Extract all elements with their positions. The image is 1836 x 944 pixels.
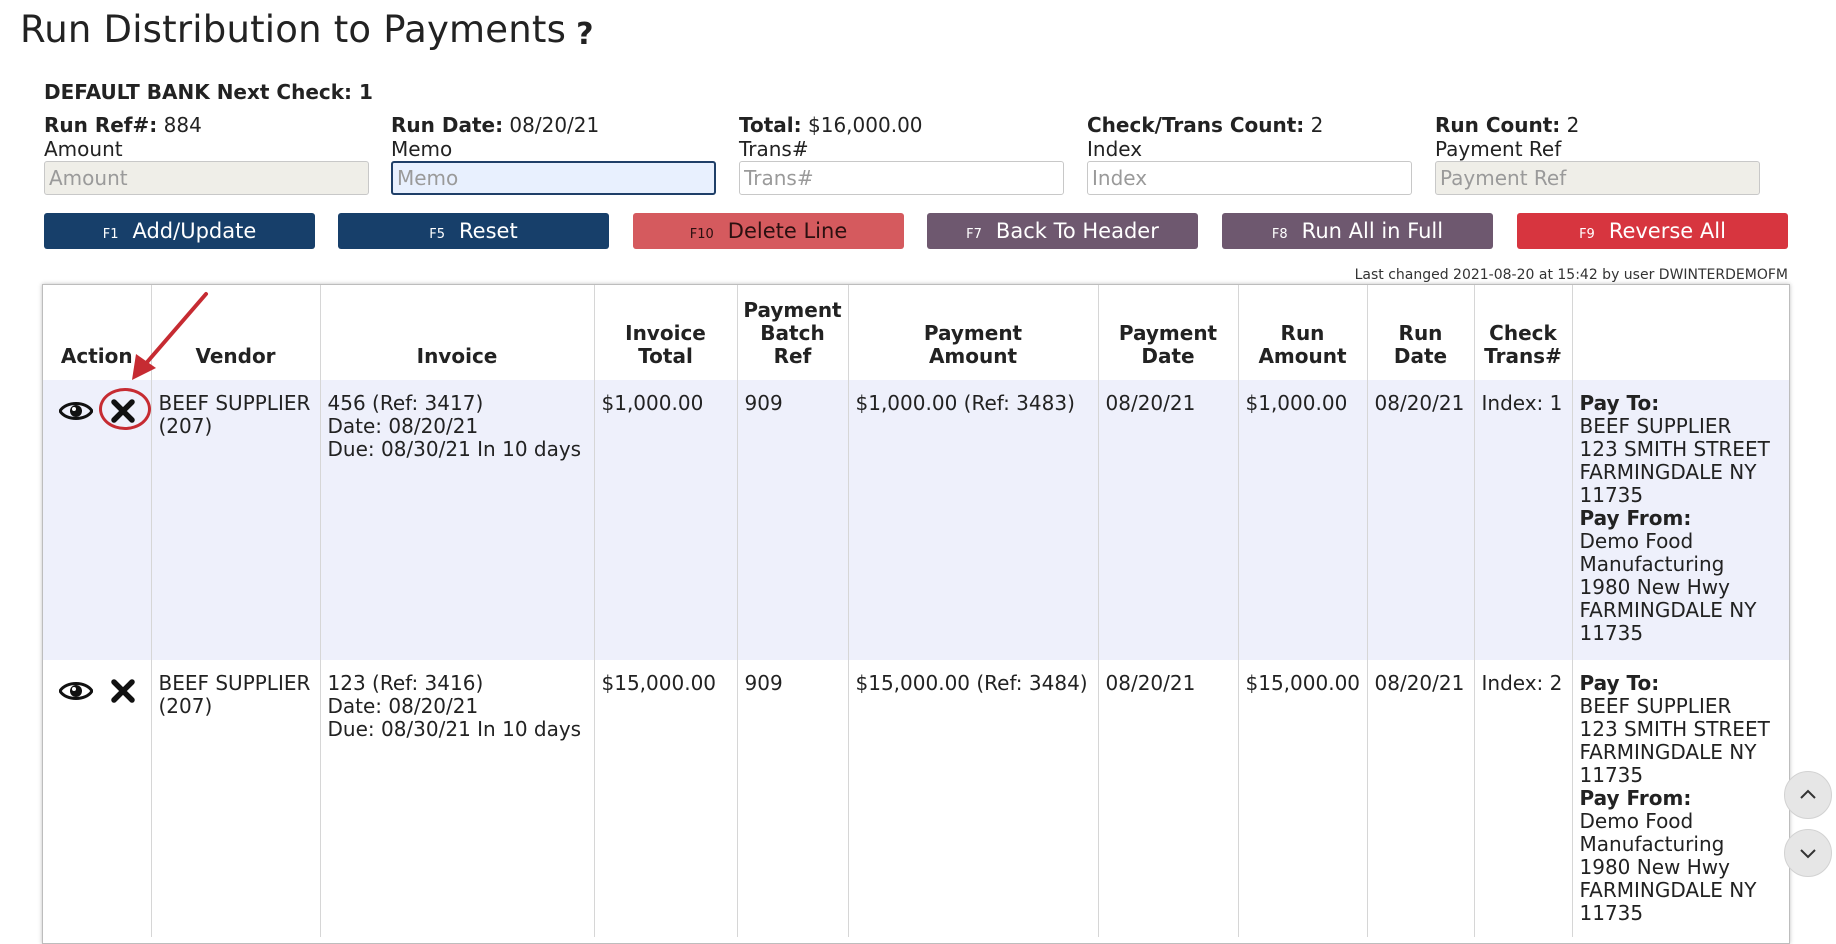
x-icon[interactable] — [99, 672, 137, 710]
run-info: Run Ref#: 884 Amount Run Date: 08/20/21 … — [0, 113, 1836, 203]
info-label: Check/Trans Count: — [1087, 113, 1305, 137]
col-header-invoice[interactable]: Invoice — [320, 285, 595, 380]
button-label: Add/Update — [132, 219, 257, 243]
reverse-all-button[interactable]: F9 Reverse All — [1517, 213, 1788, 249]
action-cell — [43, 660, 152, 937]
hotkey-label: F10 — [689, 226, 714, 242]
hotkey-label: F1 — [102, 226, 119, 242]
address-cell: Pay To: BEEF SUPPLIER 123 SMITH STREET F… — [1572, 380, 1789, 660]
distribution-table: Action Vendor Invoice Invoice Total Payme… — [43, 285, 1789, 937]
payment-batch-ref-cell: 909 — [737, 380, 849, 660]
button-label: Back To Header — [995, 219, 1159, 243]
run-all-in-full-button[interactable]: F8 Run All in Full — [1222, 213, 1493, 249]
eye-icon[interactable] — [58, 392, 94, 429]
distribution-grid: Action Vendor Invoice Invoice Total Payme… — [42, 284, 1790, 944]
col-header-run-date[interactable]: Run Date — [1367, 285, 1475, 380]
hotkey-label: F9 — [1579, 226, 1595, 242]
check-trans-cell: Index: 2 — [1474, 660, 1573, 937]
info-total: Total: $16,000.00 Trans# — [739, 113, 1064, 195]
col-header-run-amount[interactable]: Run Amount — [1238, 285, 1368, 380]
info-value: 2 — [1566, 113, 1580, 137]
info-value: 884 — [163, 113, 202, 137]
info-label: Run Count: — [1435, 113, 1561, 137]
vendor-cell: BEEF SUPPLIER (207) — [151, 660, 321, 937]
invoice-cell: 456 (Ref: 3417) Date: 08/20/21 Due: 08/30/… — [320, 380, 595, 660]
memo-label: Memo — [391, 137, 453, 161]
col-header-payment-batch-ref[interactable]: Payment Batch Ref — [737, 285, 849, 380]
col-header-payment-date[interactable]: Payment Date — [1098, 285, 1239, 380]
table-row: BEEF SUPPLIER (207) 123 (Ref: 3416) Date: … — [43, 660, 1789, 937]
col-header-payment-amount[interactable]: Payment Amount — [848, 285, 1099, 380]
vendor-cell: BEEF SUPPLIER (207) — [151, 380, 321, 660]
info-run-date: Run Date: 08/20/21 Memo — [391, 113, 716, 195]
info-label: Total: — [739, 113, 802, 137]
info-value: $16,000.00 — [808, 113, 923, 137]
add-update-button[interactable]: F1 Add/Update — [44, 213, 315, 249]
col-header-invoice-total[interactable]: Invoice Total — [594, 285, 738, 380]
highlight-circle — [99, 388, 152, 430]
hotkey-label: F8 — [1271, 226, 1288, 242]
payment-date-cell: 08/20/21 — [1098, 380, 1239, 660]
run-date-cell: 08/20/21 — [1367, 660, 1475, 937]
payment-ref-label: Payment Ref — [1435, 137, 1562, 161]
invoice-cell: 123 (Ref: 3416) Date: 08/20/21 Due: 08/30/… — [320, 660, 595, 937]
hotkey-label: F5 — [429, 226, 446, 242]
delete-line-button[interactable]: F10 Delete Line — [633, 213, 904, 249]
eye-icon[interactable] — [58, 672, 94, 709]
col-header-vendor[interactable]: Vendor — [151, 285, 321, 380]
amount-input[interactable] — [44, 161, 369, 195]
address-cell: Pay To: BEEF SUPPLIER 123 SMITH STREET F… — [1572, 660, 1789, 937]
info-check-count: Check/Trans Count: 2 Index — [1087, 113, 1412, 195]
payment-batch-ref-cell: 909 — [737, 660, 849, 937]
invoice-total-cell: $1,000.00 — [594, 380, 738, 660]
run-amount-cell: $15,000.00 — [1238, 660, 1368, 937]
trans-label: Trans# — [739, 137, 809, 161]
payment-amount-cell: $15,000.00 (Ref: 3484) — [848, 660, 1099, 937]
action-buttons: F1 Add/Update F5 Reset F10 Delete Line F7 Ba… — [0, 213, 1836, 249]
page-title: Run Distribution to Payments? — [20, 8, 594, 52]
col-header-address — [1572, 285, 1789, 380]
index-input[interactable] — [1087, 161, 1412, 195]
back-to-header-button[interactable]: F7 Back To Header — [927, 213, 1198, 249]
payment-amount-cell: $1,000.00 (Ref: 3483) — [848, 380, 1099, 660]
payment-ref-input[interactable] — [1435, 161, 1760, 195]
index-label: Index — [1087, 137, 1143, 161]
run-date-cell: 08/20/21 — [1367, 380, 1475, 660]
memo-input[interactable] — [391, 161, 716, 195]
info-value: 2 — [1310, 113, 1324, 137]
scroll-down-button[interactable] — [1784, 829, 1832, 877]
chevron-up-icon — [1800, 789, 1816, 799]
invoice-total-cell: $15,000.00 — [594, 660, 738, 937]
hotkey-label: F7 — [966, 226, 982, 242]
delete-row-x-wrap[interactable] — [99, 388, 152, 430]
payment-date-cell: 08/20/21 — [1098, 660, 1239, 937]
action-cell — [43, 380, 152, 660]
button-label: Run All in Full — [1301, 219, 1444, 243]
help-icon[interactable]: ? — [576, 17, 594, 52]
info-run-count: Run Count: 2 Payment Ref — [1435, 113, 1760, 195]
info-label: Run Date: — [391, 113, 504, 137]
info-label: Run Ref#: — [44, 113, 158, 137]
button-label: Reverse All — [1608, 219, 1726, 243]
table-row: BEEF SUPPLIER (207) 456 (Ref: 3417) Date: … — [43, 380, 1789, 660]
last-changed-note: Last changed 2021-08-20 at 15:42 by user… — [1354, 267, 1788, 283]
chevron-down-icon — [1800, 849, 1816, 859]
col-header-action[interactable]: Action — [43, 285, 152, 380]
info-value: 08/20/21 — [509, 113, 600, 137]
reset-button[interactable]: F5 Reset — [338, 213, 609, 249]
run-amount-cell: $1,000.00 — [1238, 380, 1368, 660]
button-label: Delete Line — [727, 219, 848, 243]
info-run-ref: Run Ref#: 884 Amount — [44, 113, 369, 195]
bank-next-check: DEFAULT BANK Next Check: 1 — [44, 80, 373, 104]
amount-label: Amount — [44, 137, 123, 161]
col-header-check-trans[interactable]: Check Trans# — [1474, 285, 1573, 380]
button-label: Reset — [459, 219, 518, 243]
scroll-up-button[interactable] — [1784, 771, 1832, 819]
trans-input[interactable] — [739, 161, 1064, 195]
check-trans-cell: Index: 1 — [1474, 380, 1573, 660]
table-header-row: Action Vendor Invoice Invoice Total Payme… — [43, 285, 1789, 380]
